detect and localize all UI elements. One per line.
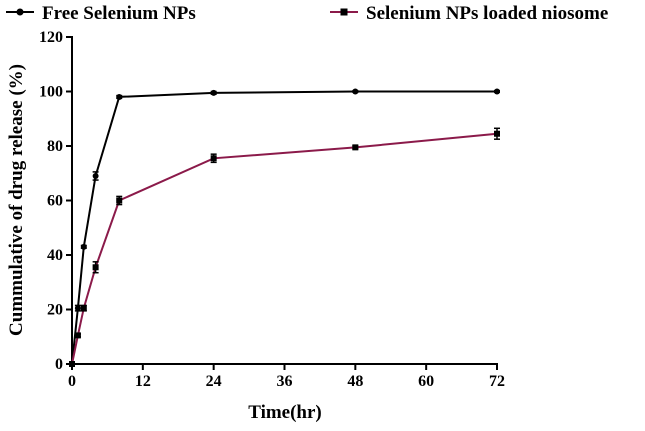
data-point-1-7 <box>494 130 500 137</box>
y-tick-label-100: 100 <box>39 84 63 101</box>
y-tick-label-0: 0 <box>55 356 63 373</box>
y-tick-label-20: 20 <box>47 302 63 319</box>
data-point-1-3 <box>92 264 99 271</box>
x-tick-label-72: 72 <box>489 373 505 390</box>
y-axis-title: Cummulative of drug release (%) <box>6 64 27 336</box>
x-tick-label-24: 24 <box>206 373 222 390</box>
legend-label-niosome: Selenium NPs loaded niosome <box>366 3 608 24</box>
x-tick-label-12: 12 <box>135 373 151 390</box>
data-point-0-1 <box>74 305 81 312</box>
y-tick-label-120: 120 <box>39 29 63 46</box>
y-ticks: 0 20 40 60 80 100 120 <box>39 29 72 373</box>
data-point-1-4 <box>116 197 123 204</box>
y-tick-label-60: 60 <box>47 193 63 210</box>
data-point-1-6 <box>352 144 359 151</box>
series-line-0 <box>71 90 497 365</box>
series-0 <box>69 88 500 367</box>
legend-marker-niosome <box>340 8 348 16</box>
x-tick-label-48: 48 <box>347 373 363 390</box>
legend: Free Selenium NPs Selenium NPs loaded ni… <box>6 3 608 24</box>
y-tick-label-40: 40 <box>47 247 63 264</box>
data-point-0-3 <box>92 172 99 179</box>
x-tick-label-60: 60 <box>418 373 434 390</box>
x-ticks: 0 12 24 36 48 60 72 <box>68 364 505 390</box>
data-point-0-4 <box>116 93 123 100</box>
series-1 <box>69 127 500 367</box>
data-point-0-2 <box>80 243 87 250</box>
data-point-1-5 <box>210 155 217 162</box>
data-point-0-6 <box>352 88 359 95</box>
x-axis-title: Time(hr) <box>248 402 322 423</box>
axes <box>71 36 498 365</box>
data-point-0-7 <box>494 88 500 95</box>
x-tick-label-0: 0 <box>68 373 76 390</box>
x-tick-label-36: 36 <box>277 373 293 390</box>
data-point-1-1 <box>74 332 81 339</box>
series-line-1 <box>71 132 498 365</box>
plot-area <box>69 88 500 367</box>
y-tick-label-80: 80 <box>47 138 63 155</box>
legend-entry-niosome: Selenium NPs loaded niosome <box>330 3 608 24</box>
data-point-1-2 <box>80 305 87 312</box>
legend-entry-free-selenium: Free Selenium NPs <box>6 3 196 24</box>
legend-label-free-selenium: Free Selenium NPs <box>42 3 196 24</box>
data-point-0-5 <box>210 89 217 96</box>
data-point-1-0 <box>69 361 75 367</box>
legend-marker-free-selenium <box>16 8 24 16</box>
